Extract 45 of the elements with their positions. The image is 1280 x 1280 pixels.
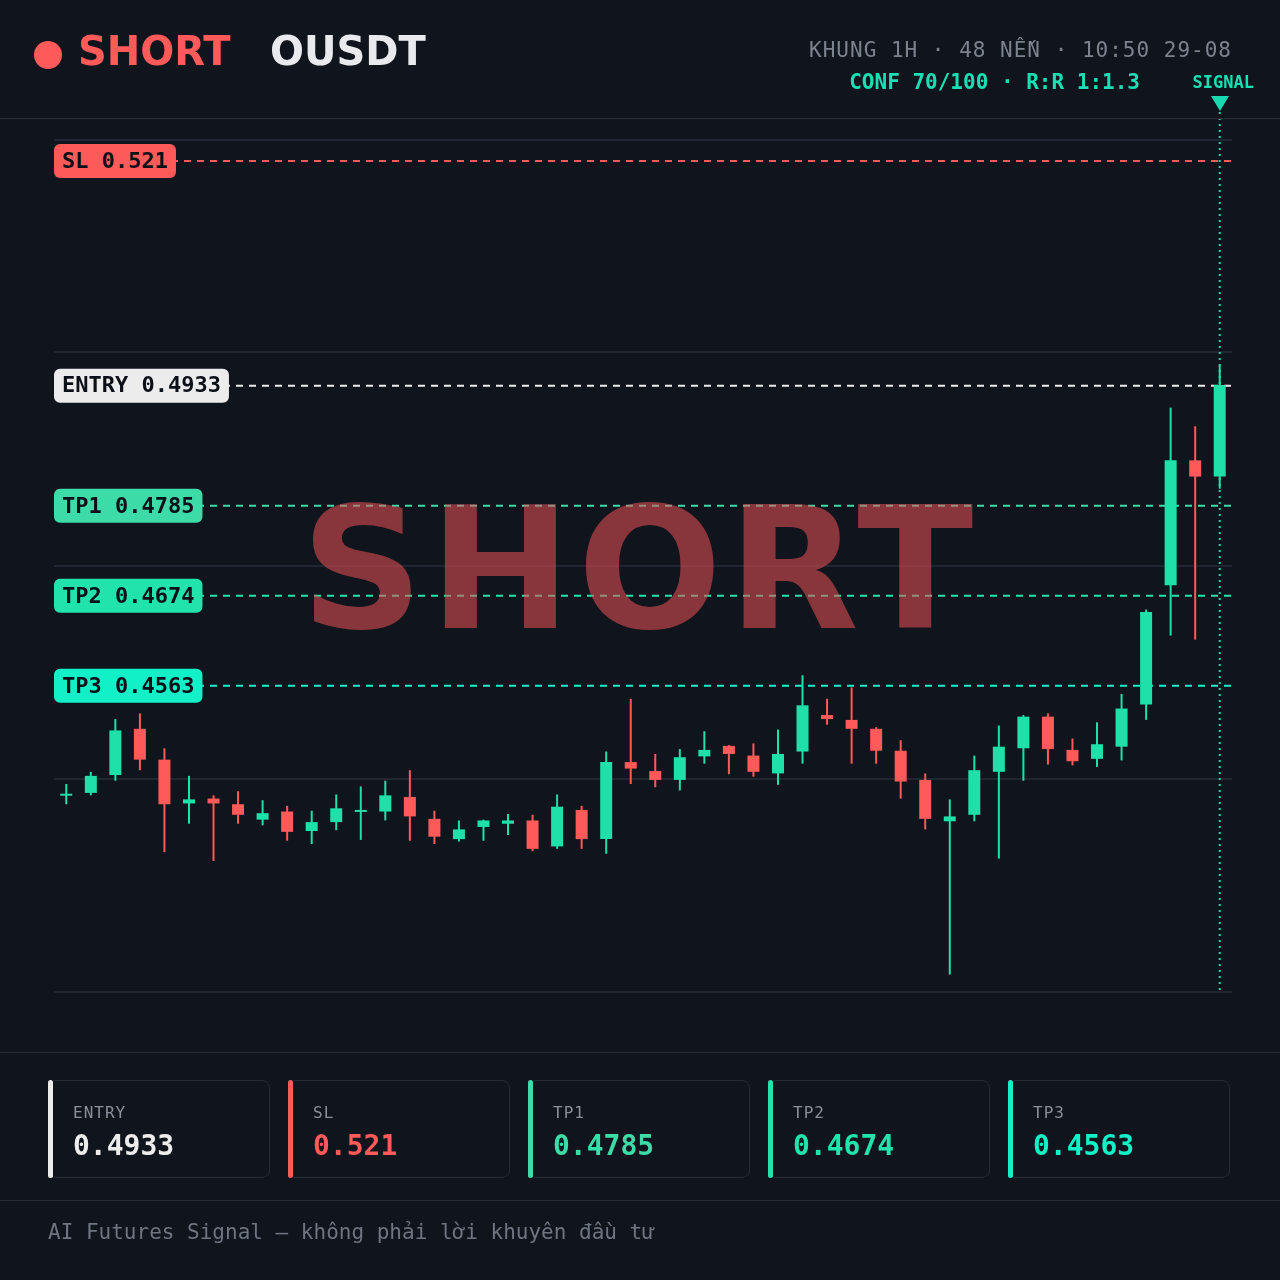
candlestick — [379, 779, 392, 822]
candlestick — [747, 742, 760, 778]
candlestick — [182, 774, 195, 825]
candlestick — [870, 726, 883, 765]
text: ENTRY 0.4933 — [73, 1103, 175, 1162]
candlestick — [722, 744, 735, 776]
ref-line-label: TP1 0.4785 — [62, 492, 195, 518]
text: SL 0.521 — [313, 1103, 398, 1162]
text: TP2 0.4674 — [793, 1103, 895, 1162]
candlestick — [330, 793, 343, 832]
candlestick — [452, 819, 465, 843]
text: TP1 0.4785 — [553, 1103, 655, 1162]
candlestick — [673, 748, 686, 792]
text: AI Futures Signal — không phải lời khuyên đầu tư — [48, 1220, 655, 1244]
candlestick — [232, 790, 245, 825]
candlestick — [403, 769, 416, 842]
annotation: SHORT — [300, 470, 980, 668]
candlestick — [84, 770, 97, 797]
candlestick — [845, 686, 858, 765]
candlestick — [428, 809, 441, 845]
candlestick — [624, 697, 637, 785]
candlestick — [60, 782, 73, 806]
text: KHUNG 1H · 48 NẾN · 10:50 29-08 — [809, 38, 1232, 62]
candlestick — [771, 728, 784, 786]
candlestick — [354, 785, 367, 841]
ref-line-label: TP2 0.4674 — [62, 582, 195, 608]
candlestick — [502, 812, 515, 837]
candlestick — [821, 697, 834, 726]
candlestick — [1091, 721, 1104, 768]
candlestick — [698, 730, 711, 765]
chart-subtitle: OUSDT — [270, 28, 426, 74]
candlestick — [1189, 425, 1202, 641]
text: SIGNAL — [1192, 72, 1254, 92]
text: CONF 70/100 · R:R 1:1.3 — [849, 70, 1140, 94]
candlestick — [256, 799, 269, 827]
chart-title: SHORT — [78, 28, 231, 74]
ref-line-label: SL 0.521 — [62, 147, 168, 173]
candlestick — [943, 798, 956, 976]
candlestick — [281, 804, 294, 842]
ref-line-label: TP3 0.4563 — [62, 672, 195, 698]
ref-line-label: ENTRY 0.4933 — [62, 372, 221, 398]
candlestick — [305, 809, 318, 845]
text: TP3 0.4563 — [1033, 1103, 1135, 1162]
candlestick — [649, 752, 662, 789]
candlestick — [1066, 737, 1079, 767]
